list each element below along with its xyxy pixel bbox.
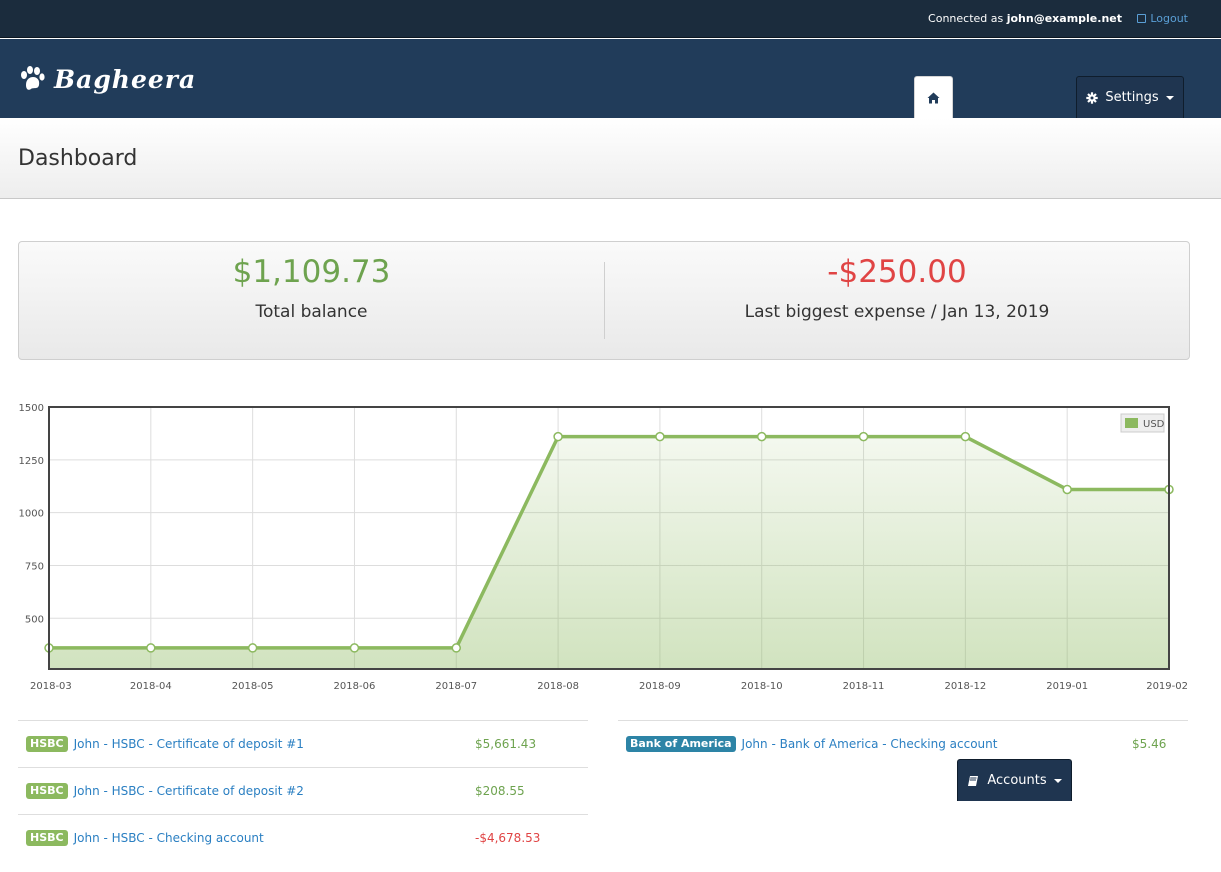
legend-label: USD: [1143, 419, 1165, 430]
y-tick-label: 750: [25, 561, 44, 572]
x-tick-label: 2018-06: [334, 681, 376, 692]
account-balance: $5.46: [1132, 737, 1167, 751]
series-area-usd: [49, 436, 1169, 669]
data-point: [349, 643, 360, 653]
account-row: HSBC John - HSBC - Checking account -$4,67…: [18, 814, 588, 861]
legend-swatch: [1125, 418, 1138, 428]
account-balance: -$4,678.53: [475, 831, 541, 845]
x-tick-label: 2018-10: [741, 681, 783, 692]
home-icon: [927, 92, 940, 103]
balance-chart: 500 750 1000 1250 1500 2018-03 2018-04 2018-05 2…: [19, 403, 1188, 692]
account-link[interactable]: John - Bank of America - Checking accoun…: [741, 737, 998, 751]
biggest-expense-label: Last biggest expense / Jan 13, 2019: [744, 302, 1050, 322]
account-link[interactable]: John - HSBC - Certificate of deposit #2: [73, 784, 304, 798]
total-balance-label: Total balance: [255, 302, 368, 322]
biggest-expense-amount: -$250.00: [827, 254, 967, 290]
top-bar: Connected as john@example.net Logout: [0, 0, 1221, 38]
brand-name: Bagheera: [54, 64, 197, 94]
data-point: [655, 431, 665, 442]
nav-accounts-dropdown[interactable]: Accounts: [957, 759, 1072, 801]
x-tick-label: 2019-02: [1146, 681, 1188, 692]
data-point: [451, 643, 462, 653]
data-point: [247, 643, 258, 653]
y-tick-label: 1500: [19, 403, 44, 414]
nav-accounts-label: Accounts: [987, 773, 1047, 788]
gear-icon: [1086, 91, 1099, 104]
bank-badge: HSBC: [26, 736, 68, 752]
account-link[interactable]: John - HSBC - Certificate of deposit #1: [73, 737, 304, 751]
account-row: HSBC John - HSBC - Certificate of deposit…: [18, 720, 588, 767]
connected-as-text: Connected as john@example.net: [928, 12, 1122, 25]
page-title: Dashboard: [18, 146, 138, 171]
brand-logo[interactable]: Bagheera: [18, 63, 196, 95]
data-point: [858, 431, 869, 442]
x-tick-label: 2018-08: [537, 681, 579, 692]
total-balance-amount: $1,109.73: [232, 254, 391, 290]
navbar: Bagheera Accounts Settings: [0, 39, 1221, 801]
x-tick-label: 2018-11: [843, 681, 885, 692]
nav-home-tab[interactable]: [914, 76, 953, 118]
logout-link[interactable]: Logout: [1137, 12, 1188, 25]
chevron-down-icon: [1053, 778, 1062, 783]
data-point: [553, 431, 563, 442]
plot-border: [48, 406, 1170, 670]
nav-settings-dropdown[interactable]: Settings: [1076, 76, 1184, 118]
account-row: Bank of America John - Bank of America - …: [618, 720, 1188, 767]
paw-icon: [21, 66, 45, 90]
account-row: HSBC John - HSBC - Certificate of deposit…: [18, 767, 588, 814]
data-point: [146, 643, 156, 653]
y-tick-label: 1250: [19, 456, 44, 467]
nav-settings-label: Settings: [1105, 90, 1159, 105]
accounts-list-right: Bank of America John - Bank of America - …: [618, 720, 1188, 767]
data-point: [756, 431, 767, 442]
data-point: [1062, 484, 1072, 495]
summary-divider: [604, 262, 605, 339]
bank-badge: Bank of America: [626, 736, 736, 752]
x-tick-label: 2019-01: [1046, 681, 1088, 692]
x-tick-label: 2018-04: [130, 681, 172, 692]
biggest-expense-block: -$250.00 Last biggest expense / Jan 13, …: [605, 242, 1189, 359]
y-tick-label: 1000: [19, 509, 44, 520]
x-tick-label: 2018-03: [30, 681, 72, 692]
account-balance: $208.55: [475, 784, 525, 798]
summary-panel: $1,109.73 Total balance -$250.00 Last bi…: [18, 241, 1190, 360]
bank-badge: HSBC: [26, 830, 68, 846]
book-icon: [968, 775, 979, 786]
x-tick-label: 2018-07: [435, 681, 477, 692]
accounts-list-left: HSBC John - HSBC - Certificate of deposit…: [18, 720, 588, 861]
x-tick-label: 2018-05: [232, 681, 274, 692]
total-balance-block: $1,109.73 Total balance: [19, 242, 604, 359]
page-header: Dashboard: [0, 118, 1221, 199]
x-tick-label: 2018-09: [639, 681, 681, 692]
series-line-usd: [49, 434, 1169, 650]
current-user: john@example.net: [1006, 12, 1122, 25]
account-balance: $5,661.43: [475, 737, 537, 751]
account-link[interactable]: John - HSBC - Checking account: [73, 831, 264, 845]
data-point: [960, 431, 971, 442]
chevron-down-icon: [1165, 95, 1174, 100]
x-tick-label: 2018-12: [944, 681, 986, 692]
bank-badge: HSBC: [26, 783, 68, 799]
y-tick-label: 500: [25, 614, 44, 625]
logout-label: Logout: [1150, 12, 1188, 25]
logout-icon: [1137, 14, 1147, 23]
